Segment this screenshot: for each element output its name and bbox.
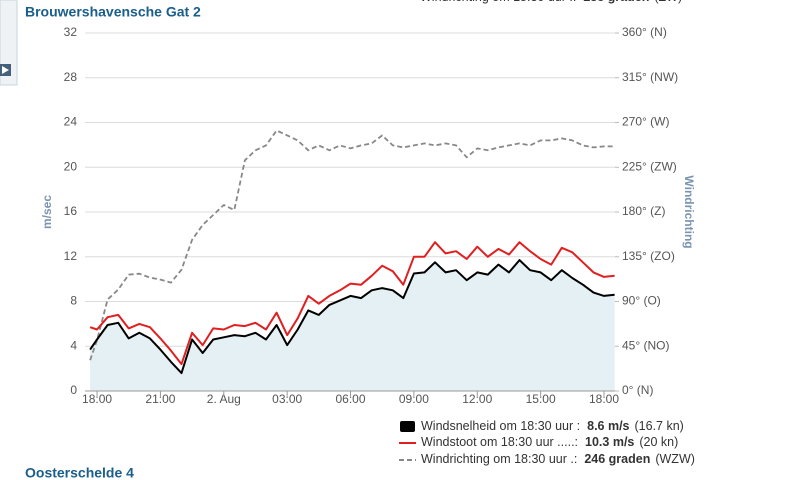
y-tick-label: 8 — [70, 294, 77, 308]
y2-tick-label: 90° (O) — [622, 294, 661, 308]
x-tick-label: 15:00 — [526, 392, 556, 406]
x-tick-label: 21:00 — [145, 392, 175, 406]
y2-tick-label: 225° (ZW) — [622, 159, 677, 173]
y-tick-label: 24 — [64, 115, 78, 129]
x-tick-label: 12:00 — [462, 392, 492, 406]
series-line — [89, 259, 615, 375]
top-note: Windrichting om 18:30 uur .: 238 graden (Z… — [420, 0, 682, 4]
x-tick-label: 2. Aug — [207, 392, 241, 406]
x-tick-label: 18:00 — [82, 392, 112, 406]
play-icon — [2, 66, 9, 74]
top-note-name: Windrichting om 18:30 uur .: — [420, 0, 576, 4]
y-tick-label: 16 — [64, 204, 78, 218]
legend-entry: Windstoot om 18:30 uur .....: 10.3 m/s (20… — [421, 435, 678, 449]
legend-extra: (16.7 kn) — [635, 419, 684, 433]
x-tick-label: 03:00 — [272, 392, 302, 406]
legend-entry: Windsnelheid om 18:30 uur : 8.6 m/s (16.7 … — [421, 419, 684, 433]
y2-tick-label: 180° (Z) — [622, 204, 665, 218]
legend-name: Windstoot om 18:30 uur .....: — [421, 435, 578, 449]
legend-symbol — [400, 421, 415, 432]
x-tick-label: 09:00 — [399, 392, 429, 406]
top-note-value: 238 graden — [583, 0, 649, 4]
y2-tick-label: 0° (N) — [622, 383, 653, 397]
legend-value: 10.3 m/s — [585, 435, 634, 449]
legend-name: Windrichting om 18:30 uur .: — [421, 452, 577, 466]
chart-title: Brouwershavensche Gat 2 — [25, 4, 201, 20]
legend-value: 8.6 m/s — [587, 419, 629, 433]
x-tick-label: 18:00 — [589, 392, 619, 406]
y-tick-label: 0 — [70, 383, 77, 397]
area — [90, 260, 615, 391]
y2-tick-label: 270° (W) — [622, 115, 669, 129]
series-line — [89, 129, 615, 361]
legend-extra: (WZW) — [655, 452, 695, 466]
next-title: Oosterschelde 4 — [25, 465, 134, 480]
y-tick-label: 4 — [70, 338, 77, 352]
y2-tick-label: 315° (NW) — [622, 70, 678, 84]
side-panel — [0, 0, 18, 86]
y-tick-label: 20 — [64, 159, 78, 173]
legend-value: 246 graden — [584, 452, 650, 466]
y-tick-label: 28 — [64, 70, 78, 84]
y2-axis-title: Windrichting — [682, 175, 696, 248]
legend-name: Windsnelheid om 18:30 uur : — [421, 419, 580, 433]
y2-tick-label: 45° (NO) — [622, 338, 669, 352]
legend-extra: (20 kn) — [639, 435, 678, 449]
top-note-extra: (ZW) — [654, 0, 682, 4]
y2-tick-label: 360° (N) — [622, 25, 667, 39]
legend-entry: Windrichting om 18:30 uur .: 246 graden (W… — [421, 452, 695, 466]
y-tick-label: 32 — [64, 25, 78, 39]
y-axis-title: m/sec — [40, 195, 54, 229]
series-line — [89, 241, 615, 366]
y-tick-label: 12 — [64, 249, 78, 263]
y2-tick-label: 135° (ZO) — [622, 249, 675, 263]
x-tick-label: 06:00 — [336, 392, 366, 406]
